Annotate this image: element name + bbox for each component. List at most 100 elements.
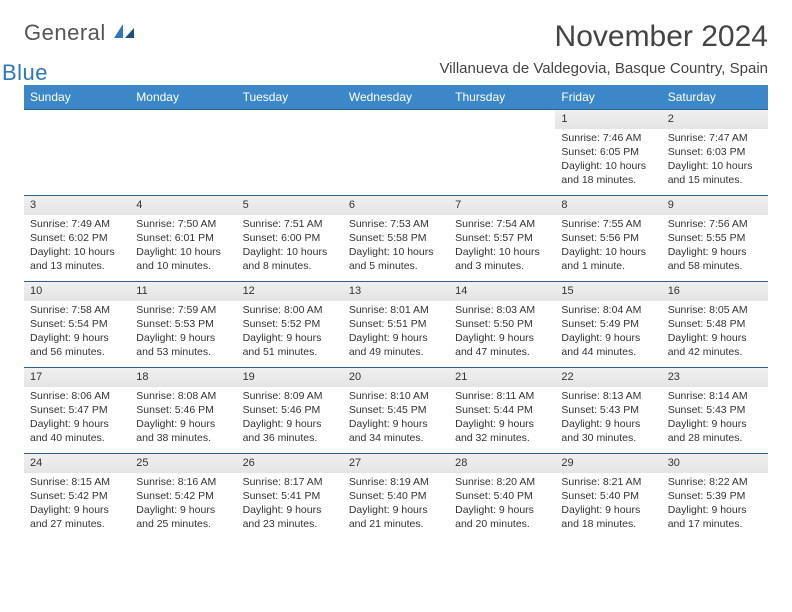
calendar-day-cell: 22Sunrise: 8:13 AMSunset: 5:43 PMDayligh… <box>555 368 661 454</box>
calendar-day-cell <box>237 110 343 196</box>
sunrise-text: Sunrise: 8:21 AM <box>561 475 655 489</box>
sunrise-text: Sunrise: 7:51 AM <box>243 217 337 231</box>
day-number: 18 <box>130 368 236 387</box>
sunrise-text: Sunrise: 8:22 AM <box>668 475 762 489</box>
calendar-day-cell: 18Sunrise: 8:08 AMSunset: 5:46 PMDayligh… <box>130 368 236 454</box>
day-number: 14 <box>449 282 555 301</box>
calendar-week-row: 17Sunrise: 8:06 AMSunset: 5:47 PMDayligh… <box>24 368 768 454</box>
day-number: 30 <box>662 454 768 473</box>
calendar-day-cell: 13Sunrise: 8:01 AMSunset: 5:51 PMDayligh… <box>343 282 449 368</box>
logo: General Blue <box>24 20 134 72</box>
sunrise-text: Sunrise: 7:55 AM <box>561 217 655 231</box>
daylight-text: Daylight: 9 hours and 49 minutes. <box>349 331 443 359</box>
day-number: 12 <box>237 282 343 301</box>
calendar-day-cell: 1Sunrise: 7:46 AMSunset: 6:05 PMDaylight… <box>555 110 661 196</box>
sunrise-text: Sunrise: 7:46 AM <box>561 131 655 145</box>
sunrise-text: Sunrise: 8:19 AM <box>349 475 443 489</box>
sunrise-text: Sunrise: 7:54 AM <box>455 217 549 231</box>
calendar-day-cell: 12Sunrise: 8:00 AMSunset: 5:52 PMDayligh… <box>237 282 343 368</box>
sunrise-text: Sunrise: 8:20 AM <box>455 475 549 489</box>
calendar-day-cell <box>343 110 449 196</box>
sunset-text: Sunset: 5:40 PM <box>561 489 655 503</box>
day-number: 20 <box>343 368 449 387</box>
sunrise-text: Sunrise: 8:01 AM <box>349 303 443 317</box>
day-header: Sunday <box>24 85 130 110</box>
day-number: 16 <box>662 282 768 301</box>
sunrise-text: Sunrise: 8:14 AM <box>668 389 762 403</box>
daylight-text: Daylight: 9 hours and 23 minutes. <box>243 503 337 531</box>
calendar-day-cell: 7Sunrise: 7:54 AMSunset: 5:57 PMDaylight… <box>449 196 555 282</box>
day-number: 22 <box>555 368 661 387</box>
day-number: 4 <box>130 196 236 215</box>
sunset-text: Sunset: 6:03 PM <box>668 145 762 159</box>
calendar-day-cell: 24Sunrise: 8:15 AMSunset: 5:42 PMDayligh… <box>24 454 130 540</box>
daylight-text: Daylight: 9 hours and 36 minutes. <box>243 417 337 445</box>
calendar-day-cell: 11Sunrise: 7:59 AMSunset: 5:53 PMDayligh… <box>130 282 236 368</box>
day-number: 29 <box>555 454 661 473</box>
calendar-day-cell: 14Sunrise: 8:03 AMSunset: 5:50 PMDayligh… <box>449 282 555 368</box>
calendar-day-cell: 2Sunrise: 7:47 AMSunset: 6:03 PMDaylight… <box>662 110 768 196</box>
sunrise-text: Sunrise: 7:49 AM <box>30 217 124 231</box>
calendar-table: SundayMondayTuesdayWednesdayThursdayFrid… <box>24 85 768 540</box>
day-number: 24 <box>24 454 130 473</box>
daylight-text: Daylight: 9 hours and 40 minutes. <box>30 417 124 445</box>
daylight-text: Daylight: 10 hours and 13 minutes. <box>30 245 124 273</box>
calendar-day-cell <box>130 110 236 196</box>
daylight-text: Daylight: 9 hours and 28 minutes. <box>668 417 762 445</box>
daylight-text: Daylight: 9 hours and 18 minutes. <box>561 503 655 531</box>
day-header: Thursday <box>449 85 555 110</box>
calendar-week-row: 24Sunrise: 8:15 AMSunset: 5:42 PMDayligh… <box>24 454 768 540</box>
sunset-text: Sunset: 5:42 PM <box>136 489 230 503</box>
calendar-day-cell: 10Sunrise: 7:58 AMSunset: 5:54 PMDayligh… <box>24 282 130 368</box>
sunrise-text: Sunrise: 8:03 AM <box>455 303 549 317</box>
day-number: 5 <box>237 196 343 215</box>
day-header: Wednesday <box>343 85 449 110</box>
day-number: 11 <box>130 282 236 301</box>
sunset-text: Sunset: 5:46 PM <box>243 403 337 417</box>
daylight-text: Daylight: 9 hours and 38 minutes. <box>136 417 230 445</box>
sunset-text: Sunset: 6:01 PM <box>136 231 230 245</box>
calendar-week-row: 10Sunrise: 7:58 AMSunset: 5:54 PMDayligh… <box>24 282 768 368</box>
month-title: November 2024 <box>439 20 768 54</box>
day-header: Monday <box>130 85 236 110</box>
daylight-text: Daylight: 10 hours and 8 minutes. <box>243 245 337 273</box>
sunset-text: Sunset: 5:58 PM <box>349 231 443 245</box>
sunset-text: Sunset: 6:05 PM <box>561 145 655 159</box>
sunset-text: Sunset: 6:00 PM <box>243 231 337 245</box>
day-number: 23 <box>662 368 768 387</box>
calendar-day-cell: 16Sunrise: 8:05 AMSunset: 5:48 PMDayligh… <box>662 282 768 368</box>
calendar-day-cell: 8Sunrise: 7:55 AMSunset: 5:56 PMDaylight… <box>555 196 661 282</box>
logo-text-1: General <box>24 20 106 45</box>
day-number: 25 <box>130 454 236 473</box>
title-block: November 2024 Villanueva de Valdegovia, … <box>439 20 768 77</box>
calendar-day-cell: 6Sunrise: 7:53 AMSunset: 5:58 PMDaylight… <box>343 196 449 282</box>
logo-text-2: Blue <box>2 60 48 85</box>
calendar-day-cell <box>449 110 555 196</box>
calendar-day-cell: 20Sunrise: 8:10 AMSunset: 5:45 PMDayligh… <box>343 368 449 454</box>
sunset-text: Sunset: 5:42 PM <box>30 489 124 503</box>
daylight-text: Daylight: 9 hours and 21 minutes. <box>349 503 443 531</box>
daylight-text: Daylight: 9 hours and 34 minutes. <box>349 417 443 445</box>
day-number: 2 <box>662 110 768 129</box>
daylight-text: Daylight: 9 hours and 20 minutes. <box>455 503 549 531</box>
calendar-week-row: 1Sunrise: 7:46 AMSunset: 6:05 PMDaylight… <box>24 110 768 196</box>
day-number: 6 <box>343 196 449 215</box>
sunset-text: Sunset: 5:49 PM <box>561 317 655 331</box>
calendar-day-cell <box>24 110 130 196</box>
day-number: 27 <box>343 454 449 473</box>
day-number: 9 <box>662 196 768 215</box>
sunrise-text: Sunrise: 7:59 AM <box>136 303 230 317</box>
calendar-day-cell: 19Sunrise: 8:09 AMSunset: 5:46 PMDayligh… <box>237 368 343 454</box>
sunrise-text: Sunrise: 8:00 AM <box>243 303 337 317</box>
day-header: Tuesday <box>237 85 343 110</box>
day-number: 8 <box>555 196 661 215</box>
calendar-day-cell: 27Sunrise: 8:19 AMSunset: 5:40 PMDayligh… <box>343 454 449 540</box>
day-number: 28 <box>449 454 555 473</box>
day-number: 19 <box>237 368 343 387</box>
calendar-day-cell: 28Sunrise: 8:20 AMSunset: 5:40 PMDayligh… <box>449 454 555 540</box>
day-number: 1 <box>555 110 661 129</box>
sunrise-text: Sunrise: 8:11 AM <box>455 389 549 403</box>
logo-sail-icon <box>114 24 134 38</box>
sunset-text: Sunset: 5:50 PM <box>455 317 549 331</box>
sunrise-text: Sunrise: 8:04 AM <box>561 303 655 317</box>
